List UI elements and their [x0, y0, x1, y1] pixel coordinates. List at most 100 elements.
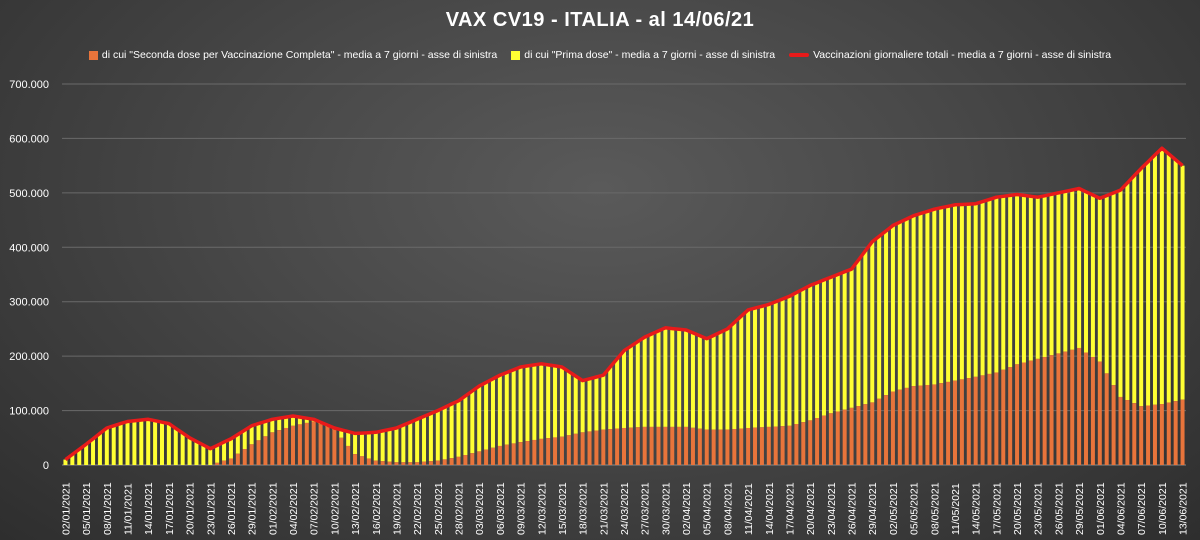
- bar-first-dose: [932, 209, 937, 385]
- bar-second-dose: [1180, 399, 1185, 465]
- bar-first-dose: [249, 425, 254, 445]
- bar-first-dose: [642, 337, 647, 427]
- bar-first-dose: [84, 444, 89, 465]
- bar-first-dose: [546, 364, 551, 439]
- bar-second-dose: [1118, 396, 1123, 465]
- x-tick-label: 08/01/2021: [102, 482, 114, 535]
- y-tick-label: 500.000: [9, 188, 49, 200]
- bar-second-dose: [959, 379, 964, 465]
- bar-second-dose: [1035, 358, 1040, 465]
- x-tick-label: 02/01/2021: [60, 482, 72, 535]
- bar-second-dose: [711, 429, 716, 465]
- bar-first-dose: [187, 437, 192, 465]
- legend-label-total: Vaccinazioni giornaliere totali - media …: [813, 49, 1112, 61]
- total-line: [64, 146, 1184, 462]
- bar-first-dose: [497, 375, 502, 446]
- x-tick-label: 02/05/2021: [888, 482, 900, 535]
- bar-second-dose: [573, 433, 578, 465]
- bar-second-dose: [773, 426, 778, 465]
- bar-second-dose: [1104, 373, 1109, 465]
- y-axis-ticks: 0 100.000 200.000 300.000 400.000 500.000 600.…: [9, 79, 49, 472]
- bar-first-dose: [649, 334, 654, 427]
- bar-first-dose: [918, 213, 923, 386]
- bar-first-dose: [1035, 197, 1040, 359]
- bar-second-dose: [890, 391, 895, 465]
- x-tick-label: 23/01/2021: [205, 482, 217, 535]
- bar-second-dose: [732, 429, 737, 465]
- x-tick-label: 18/03/2021: [578, 482, 590, 535]
- y-tick-label: 600.000: [9, 133, 49, 145]
- bar-first-dose: [511, 369, 516, 444]
- x-tick-label: 11/01/2021: [123, 483, 135, 535]
- bar-second-dose: [987, 373, 992, 465]
- bar-first-dose: [118, 423, 123, 465]
- bar-second-dose: [428, 461, 433, 465]
- x-tick-label: 03/03/2021: [474, 482, 486, 535]
- x-tick-label: 13/06/2021: [1178, 482, 1190, 535]
- bar-second-dose: [463, 455, 468, 465]
- x-tick-label: 05/01/2021: [81, 482, 93, 535]
- bar-second-dose: [228, 458, 233, 465]
- x-tick-label: 08/05/2021: [929, 482, 941, 535]
- bar-first-dose: [697, 335, 702, 429]
- legend-swatch-first-dose: [511, 50, 521, 60]
- x-tick-label: 24/03/2021: [619, 482, 631, 535]
- bar-second-dose: [346, 445, 351, 465]
- bar-second-dose: [753, 427, 758, 465]
- bar-second-dose: [332, 429, 337, 465]
- bar-second-dose: [973, 376, 978, 465]
- x-tick-label: 04/06/2021: [1115, 482, 1127, 535]
- bar-second-dose: [525, 441, 530, 465]
- bar-first-dose: [442, 407, 447, 460]
- bar-first-dose: [104, 427, 109, 465]
- bar-second-dose: [1049, 355, 1054, 465]
- bar-first-dose: [973, 203, 978, 377]
- bar-second-dose: [580, 432, 585, 465]
- bar-first-dose: [925, 211, 930, 385]
- bar-second-dose: [918, 385, 923, 465]
- bar-first-dose: [884, 230, 889, 396]
- bar-second-dose: [546, 438, 551, 465]
- bar-second-dose: [449, 458, 454, 465]
- bar-second-dose: [394, 462, 399, 465]
- bar-second-dose: [608, 429, 613, 465]
- bar-first-dose: [1104, 195, 1109, 374]
- bar-first-dose: [291, 416, 296, 426]
- bar-first-dose: [1077, 188, 1082, 348]
- bar-first-dose: [449, 404, 454, 459]
- bar-second-dose: [511, 443, 516, 465]
- x-tick-label: 29/04/2021: [867, 482, 879, 535]
- x-tick-label: 20/01/2021: [185, 482, 197, 535]
- bar-second-dose: [594, 430, 599, 465]
- legend-swatch-total: [789, 53, 810, 57]
- bar-second-dose: [801, 422, 806, 465]
- bar-first-dose: [863, 250, 868, 405]
- x-tick-label: 05/05/2021: [909, 482, 921, 535]
- bar-second-dose: [766, 426, 771, 465]
- bar-first-dose: [1111, 192, 1116, 386]
- bar-first-dose: [242, 430, 247, 450]
- bar-first-dose: [380, 430, 385, 462]
- bar-second-dose: [911, 386, 916, 465]
- legend-item-total: Vaccinazioni giornaliere totali - media …: [789, 49, 1111, 61]
- bar-first-dose: [566, 371, 571, 436]
- bar-second-dose: [1097, 361, 1102, 465]
- bar-second-dose: [215, 462, 220, 465]
- bar-first-dose: [1056, 192, 1061, 354]
- x-tick-label: 14/04/2021: [764, 482, 776, 535]
- bar-second-dose: [456, 456, 461, 465]
- bar-first-dose: [532, 364, 537, 440]
- bar-first-dose: [1063, 191, 1068, 352]
- bar-second-dose: [828, 413, 833, 465]
- bar-first-dose: [842, 271, 847, 410]
- bar-second-dose: [884, 395, 889, 465]
- bar-second-dose: [952, 380, 957, 465]
- bar-first-dose: [477, 386, 482, 452]
- x-tick-label: 07/06/2021: [1136, 482, 1148, 535]
- bar-second-dose: [539, 438, 544, 465]
- bar-first-dose: [787, 296, 792, 426]
- bar-first-dose: [1118, 190, 1123, 397]
- bar-second-dose: [677, 426, 682, 465]
- bar-second-dose: [663, 426, 668, 465]
